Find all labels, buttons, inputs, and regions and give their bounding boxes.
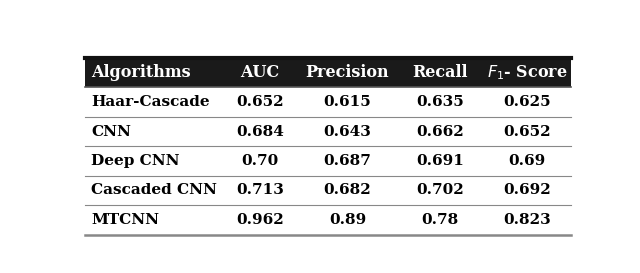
Text: 0.69: 0.69 [509, 154, 546, 168]
Bar [85, 205, 571, 235]
Text: Recall: Recall [412, 64, 468, 81]
Bar [85, 58, 571, 87]
Bar [85, 117, 571, 146]
Text: 0.652: 0.652 [236, 95, 284, 109]
Text: $\mathit{F}_{1}$‐ Score: $\mathit{F}_{1}$‐ Score [487, 63, 568, 82]
Text: 0.691: 0.691 [416, 154, 464, 168]
Text: MTCNN: MTCNN [91, 213, 159, 227]
Bar [85, 146, 571, 176]
Text: 0.643: 0.643 [323, 124, 371, 139]
Text: 0.635: 0.635 [416, 95, 463, 109]
Bar [85, 176, 571, 205]
Text: 0.962: 0.962 [236, 213, 284, 227]
Text: 0.89: 0.89 [329, 213, 366, 227]
Bar [85, 87, 571, 117]
Text: 0.702: 0.702 [416, 183, 463, 197]
Text: Deep CNN: Deep CNN [91, 154, 179, 168]
Text: 0.652: 0.652 [504, 124, 551, 139]
Text: 0.625: 0.625 [504, 95, 551, 109]
Text: CNN: CNN [91, 124, 131, 139]
Text: 0.78: 0.78 [421, 213, 458, 227]
Text: AUC: AUC [241, 64, 280, 81]
Text: 0.687: 0.687 [323, 154, 371, 168]
Text: 0.682: 0.682 [324, 183, 371, 197]
Text: 0.615: 0.615 [324, 95, 371, 109]
Text: Algorithms: Algorithms [91, 64, 191, 81]
Text: Haar-Cascade: Haar-Cascade [91, 95, 209, 109]
Text: Precision: Precision [306, 64, 389, 81]
Text: 0.684: 0.684 [236, 124, 284, 139]
Text: 0.692: 0.692 [504, 183, 551, 197]
Text: Cascaded CNN: Cascaded CNN [91, 183, 217, 197]
Text: 0.823: 0.823 [504, 213, 551, 227]
Text: 0.713: 0.713 [236, 183, 284, 197]
Text: 0.70: 0.70 [241, 154, 278, 168]
Text: 0.662: 0.662 [416, 124, 463, 139]
